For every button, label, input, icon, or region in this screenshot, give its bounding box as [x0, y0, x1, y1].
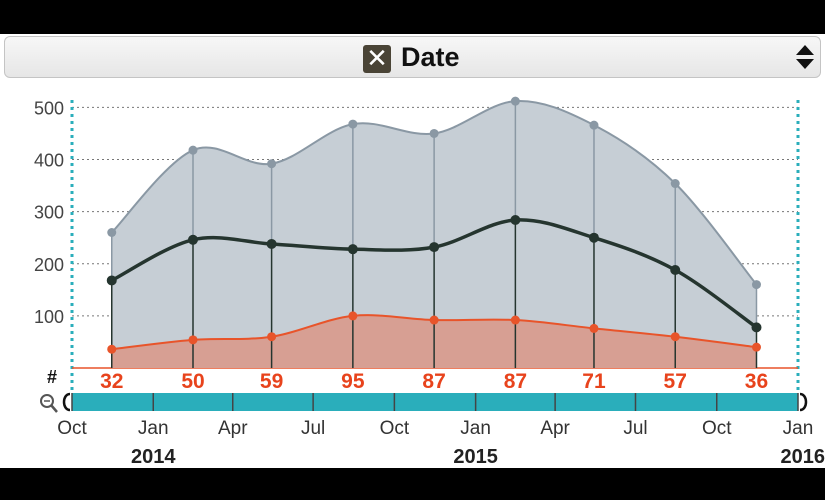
zoom-out-icon[interactable]: [40, 394, 58, 413]
data-point-mid: [188, 234, 198, 245]
dimension-header[interactable]: ✕ Date: [4, 36, 821, 78]
data-point-low: [510, 315, 520, 325]
data-point-low: [751, 342, 761, 352]
data-point-mid: [751, 322, 762, 333]
y-tick-label: 200: [34, 255, 64, 275]
data-point-mid: [106, 275, 117, 286]
x-tick-label: Jan: [138, 418, 169, 439]
count-label: 71: [582, 370, 606, 393]
data-point-low: [348, 311, 358, 321]
count-labels: 32 50 59 95 87 87 71 57 36: [100, 370, 768, 393]
data-point-total: [751, 280, 761, 290]
data-point-total: [267, 159, 277, 169]
x-tick-label: Oct: [57, 418, 87, 439]
x-axis: Oct Jan Apr Jul Oct Jan Apr Jul Oct Jan 2014 2015 20…: [57, 393, 825, 468]
data-point-low: [429, 315, 439, 325]
data-point-total: [429, 128, 439, 138]
count-label: 57: [664, 370, 687, 393]
x-tick-label: Oct: [702, 418, 732, 439]
data-point-total: [510, 96, 520, 106]
count-label: 36: [745, 370, 768, 393]
brush-handle-left: [62, 392, 71, 412]
y-tick-label: 500: [34, 98, 64, 118]
data-point-mid: [266, 238, 277, 249]
data-point-mid: [670, 265, 681, 276]
x-tick-label: Jul: [301, 418, 325, 439]
y-tick-label: 300: [34, 203, 64, 223]
stems: [110, 101, 758, 368]
count-symbol: #: [47, 367, 58, 387]
data-point-total: [348, 119, 358, 129]
x-tick-label: Apr: [540, 418, 570, 439]
data-point-total: [670, 179, 680, 189]
header-title: Date: [401, 42, 460, 72]
x-tick-label: Jul: [623, 418, 647, 439]
year-label: 2016: [781, 446, 825, 468]
count-label: 87: [504, 370, 527, 393]
count-label: 32: [100, 370, 123, 393]
data-point-low: [188, 335, 198, 345]
data-point-low: [107, 344, 117, 354]
count-label: 95: [341, 370, 365, 393]
year-label: 2015: [453, 446, 498, 468]
x-tick-label: Apr: [218, 418, 248, 439]
y-axis: 100 200 300 400 500: [34, 98, 64, 326]
data-point-low: [589, 323, 599, 333]
brush-bar: [72, 393, 798, 411]
data-point-total: [107, 228, 117, 237]
brush-handle-right: [799, 392, 808, 412]
x-tick-label: Oct: [380, 418, 410, 439]
data-point-total: [589, 120, 599, 130]
data-point-mid: [510, 214, 521, 225]
data-point-low: [670, 332, 680, 342]
points: [106, 96, 762, 354]
data-point-mid: [347, 244, 358, 255]
count-label: 59: [260, 370, 283, 393]
y-tick-label: 400: [34, 151, 64, 171]
close-icon[interactable]: ✕: [363, 45, 391, 73]
timeline-brush: [40, 392, 808, 413]
count-label: 50: [181, 370, 204, 393]
data-point-low: [267, 332, 277, 342]
data-point-total: [188, 145, 198, 155]
data-point-mid: [588, 232, 599, 243]
x-tick-label: Jan: [460, 418, 491, 439]
y-tick-label: 100: [34, 307, 64, 327]
year-label: 2014: [131, 446, 176, 468]
data-point-mid: [429, 242, 440, 253]
x-tick-label: Jan: [783, 418, 814, 439]
sort-arrows-icon[interactable]: [794, 42, 816, 72]
count-label: 87: [422, 370, 445, 393]
